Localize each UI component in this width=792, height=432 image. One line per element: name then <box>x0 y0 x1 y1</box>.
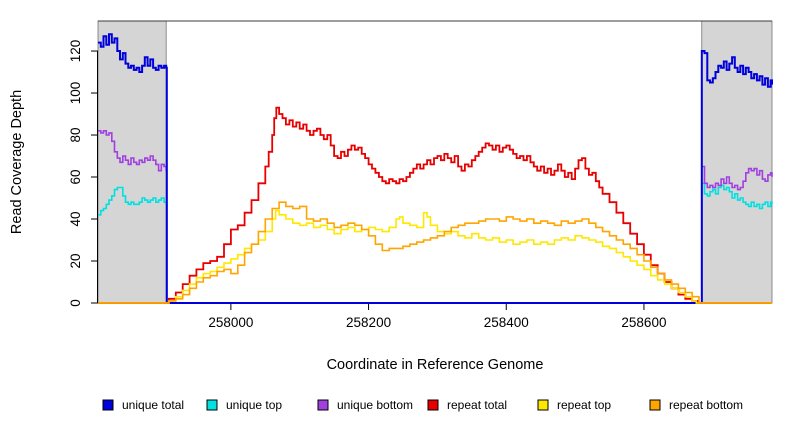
x-tick-label: 258600 <box>621 315 666 330</box>
x-tick-label: 258000 <box>208 315 253 330</box>
series-line-repeat-bottom <box>98 201 772 304</box>
legend-swatch <box>427 399 439 411</box>
y-tick-label: 40 <box>68 211 83 226</box>
x-tick-label: 258400 <box>484 315 529 330</box>
legend-swatch <box>317 399 329 411</box>
y-tick-label: 100 <box>68 82 83 105</box>
axes: 258000 258200 258400 258600 0 20 40 60 80 100 120 <box>68 40 772 330</box>
legend: unique total unique top unique bottom repea… <box>102 398 743 412</box>
legend-label: repeat top <box>557 398 611 412</box>
legend-label: repeat total <box>447 398 507 412</box>
series-line-unique-total <box>98 33 773 304</box>
legend-swatch <box>206 399 218 411</box>
x-axis-title: Coordinate in Reference Genome <box>327 357 544 373</box>
legend-item-unique-bottom: unique bottom <box>317 398 413 412</box>
legend-swatch <box>649 399 661 411</box>
legend-label: repeat bottom <box>669 398 743 412</box>
legend-swatch <box>537 399 549 411</box>
series-line-repeat-total <box>98 106 772 304</box>
y-axis-title: Read Coverage Depth <box>9 90 25 234</box>
legend-label: unique top <box>226 398 282 412</box>
y-tick-label: 20 <box>68 253 83 268</box>
legend-item-unique-total: unique total <box>102 398 184 412</box>
legend-item-unique-top: unique top <box>206 398 282 412</box>
legend-item-repeat-total: repeat total <box>427 398 507 412</box>
shaded-regions <box>97 20 773 304</box>
y-tick-label: 0 <box>68 299 83 307</box>
data-series <box>98 33 773 304</box>
y-tick-label: 60 <box>68 169 83 184</box>
x-tick-label: 258200 <box>346 315 391 330</box>
y-tick-label: 120 <box>68 40 83 63</box>
legend-item-repeat-top: repeat top <box>537 398 611 412</box>
shaded-region-right <box>701 20 773 304</box>
legend-item-repeat-bottom: repeat bottom <box>649 398 743 412</box>
legend-swatch <box>102 399 114 411</box>
legend-label: unique bottom <box>337 398 413 412</box>
y-tick-label: 80 <box>68 128 83 143</box>
legend-label: unique total <box>122 398 184 412</box>
